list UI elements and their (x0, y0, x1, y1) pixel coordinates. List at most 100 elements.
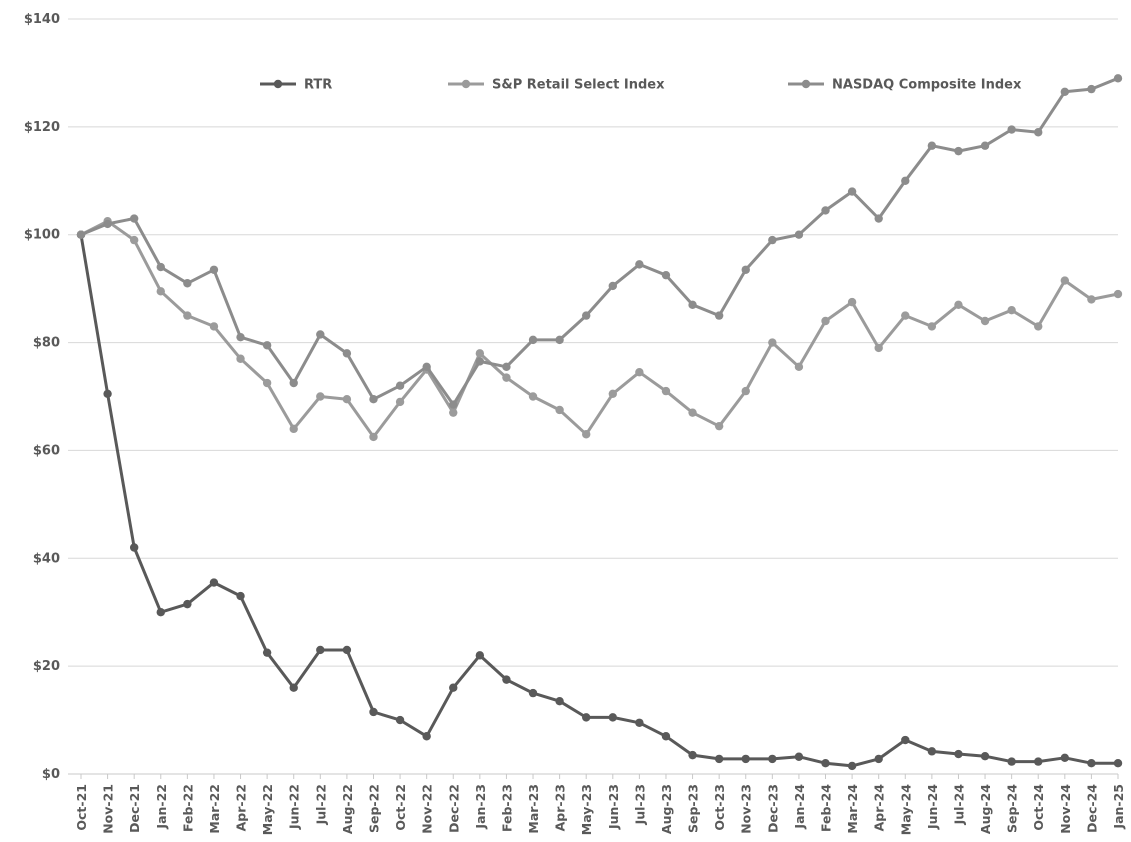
data-point-sandp-retail-select-index (794, 362, 804, 372)
data-point-rtr (422, 732, 431, 741)
data-point-sandp-retail-select-index (1113, 289, 1123, 299)
data-point-rtr (1034, 757, 1043, 766)
data-point-nasdaq-composite-index (954, 146, 963, 156)
y-axis-tick-labels: $0 $20 $40 $60 $80 $100 $120 $140 (24, 12, 60, 782)
data-point-nasdaq-composite-index (661, 270, 671, 280)
x-tick-label: Jan-22 (154, 784, 169, 830)
x-tick-label: Aug-23 (659, 784, 674, 834)
x-tick-label: Sep-24 (1005, 784, 1020, 833)
data-point-nasdaq-composite-index (1087, 84, 1096, 94)
data-point-nasdaq-composite-index (980, 141, 990, 150)
x-tick-label: Apr-23 (553, 784, 568, 831)
data-point-nasdaq-composite-index (874, 214, 883, 223)
gridlines (68, 18, 1118, 775)
legend-swatch-marker (461, 79, 471, 89)
data-point-rtr (582, 713, 591, 722)
data-point-rtr (236, 591, 245, 601)
data-point-nasdaq-composite-index (901, 176, 910, 185)
data-point-sandp-retail-select-index (209, 322, 219, 331)
x-tick-label: Aug-22 (340, 784, 355, 834)
data-point-nasdaq-composite-index (821, 206, 830, 215)
data-point-nasdaq-composite-index (1060, 87, 1070, 97)
legend: RTR S&P Retail Select Index NASDAQ Composi… (260, 78, 1022, 93)
x-tick-label: Nov-21 (101, 784, 116, 834)
data-point-rtr (342, 645, 352, 655)
data-point-nasdaq-composite-index (395, 381, 405, 390)
data-point-rtr (395, 715, 405, 725)
series-line-nasdaq-composite-index (79, 76, 1120, 407)
data-point-sandp-retail-select-index (582, 430, 591, 439)
data-point-nasdaq-composite-index (156, 262, 165, 272)
x-tick-label: Dec-22 (446, 784, 461, 833)
x-tick-label: Dec-24 (1084, 784, 1099, 833)
x-tick-label: Nov-22 (420, 784, 435, 834)
data-point-nasdaq-composite-index (103, 219, 112, 229)
data-point-rtr (635, 718, 644, 727)
y-tick-label: $20 (33, 659, 60, 674)
data-point-sandp-retail-select-index (901, 311, 910, 320)
data-point-rtr (1087, 759, 1096, 768)
x-tick-label: Feb-23 (499, 784, 514, 832)
data-point-nasdaq-composite-index (741, 265, 750, 274)
data-point-rtr (874, 754, 883, 764)
data-point-rtr (262, 648, 272, 657)
data-point-nasdaq-composite-index (847, 187, 857, 196)
data-point-nasdaq-composite-index (289, 378, 298, 388)
x-tick-label: May-23 (579, 784, 594, 835)
x-tick-label: Jun-24 (925, 784, 940, 830)
data-point-sandp-retail-select-index (262, 378, 272, 388)
data-point-rtr (289, 683, 298, 692)
x-tick-label: Feb-22 (180, 784, 195, 832)
data-point-nasdaq-composite-index (76, 230, 86, 239)
data-point-sandp-retail-select-index (129, 235, 139, 245)
data-point-sandp-retail-select-index (369, 432, 378, 442)
series-line-rtr (79, 233, 1120, 768)
data-point-sandp-retail-select-index (1007, 306, 1016, 315)
x-tick-label: Jul-24 (951, 784, 966, 826)
x-tick-label: Jan-23 (473, 784, 488, 830)
data-point-sandp-retail-select-index (661, 386, 671, 396)
series-line-sandp-retail-select-index (79, 219, 1120, 439)
x-tick-label: Feb-24 (819, 784, 834, 832)
data-point-nasdaq-composite-index (236, 332, 245, 342)
data-point-sandp-retail-select-index (608, 389, 617, 399)
data-point-sandp-retail-select-index (449, 408, 458, 417)
x-tick-label: Dec-23 (765, 784, 780, 833)
data-point-rtr (927, 747, 937, 756)
y-tick-label: $60 (33, 443, 60, 458)
y-tick-label: $0 (42, 767, 60, 782)
data-point-sandp-retail-select-index (954, 300, 963, 310)
legend-label: S&P Retail Select Index (492, 78, 665, 93)
data-point-sandp-retail-select-index (528, 392, 538, 401)
data-point-nasdaq-composite-index (129, 214, 139, 223)
legend-swatch-marker (273, 79, 283, 89)
series-nasdaq-composite-index (76, 74, 1123, 409)
data-point-nasdaq-composite-index (768, 235, 777, 245)
data-point-nasdaq-composite-index (342, 349, 352, 358)
data-point-rtr (661, 732, 671, 741)
data-point-nasdaq-composite-index (209, 265, 219, 274)
data-point-sandp-retail-select-index (821, 316, 830, 326)
data-point-sandp-retail-select-index (1034, 322, 1043, 331)
data-point-rtr (1060, 753, 1070, 763)
data-point-rtr (555, 696, 564, 706)
data-point-rtr (1007, 757, 1016, 766)
data-point-nasdaq-composite-index (927, 141, 937, 150)
x-tick-label: Mar-23 (526, 784, 541, 834)
x-tick-label: Sep-23 (686, 784, 701, 833)
data-point-rtr (608, 713, 617, 722)
data-point-rtr (316, 645, 325, 655)
data-point-sandp-retail-select-index (183, 311, 192, 320)
y-tick-label: $100 (24, 228, 60, 243)
data-point-nasdaq-composite-index (1034, 128, 1043, 137)
y-tick-label: $120 (24, 120, 60, 135)
x-tick-label: Jan-25 (1111, 784, 1126, 830)
data-point-nasdaq-composite-index (555, 335, 564, 345)
data-point-rtr (528, 688, 538, 698)
data-point-rtr (502, 675, 511, 684)
data-point-nasdaq-composite-index (1007, 125, 1016, 134)
data-point-nasdaq-composite-index (502, 362, 511, 372)
x-tick-label: Dec-21 (127, 784, 142, 833)
data-point-rtr (794, 752, 804, 761)
data-point-sandp-retail-select-index (635, 368, 644, 377)
